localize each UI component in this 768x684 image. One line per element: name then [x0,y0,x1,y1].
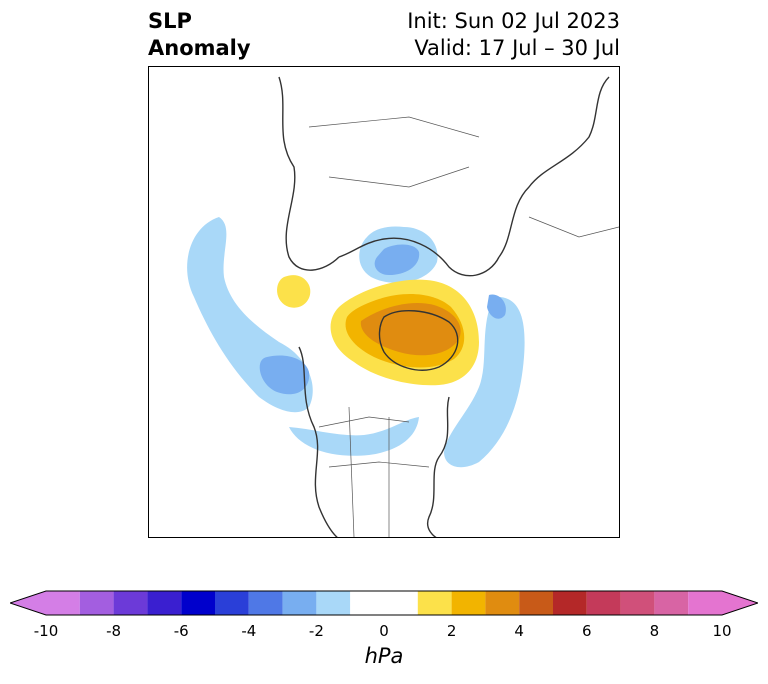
colorbar-tick-label: 0 [379,622,389,640]
map-panel [148,66,620,538]
siberia-low-core [374,244,420,275]
colorbar [10,590,758,616]
title-line-2: Anomaly [148,36,251,60]
hudson-bay-low [289,417,419,456]
colorbar-over-arrow [722,591,758,615]
colorbar-tick-label: -2 [308,622,324,640]
anomaly-map [149,67,619,537]
colorbar-tick-label: 8 [649,622,660,640]
colorbar-segment [316,591,351,615]
title-line-1: SLP [148,9,192,33]
colorbar-segment [46,591,80,615]
coastlines [278,76,610,537]
colorbar-segment [215,591,249,615]
colorbar-under-arrow [10,591,46,615]
east-pacific-low-core [259,355,310,395]
init-date: Init: Sun 02 Jul 2023 [407,9,620,33]
colorbar-tick-label: -4 [241,622,257,640]
colorbar-segment [248,591,283,615]
colorbar-ticks: -10 -8 -6 -4 -2 0 2 4 6 8 10 [0,622,768,642]
colorbar-tick-label: 6 [582,622,592,640]
colorbar-segment [79,591,114,615]
colorbar-segment [350,591,418,615]
valid-range: Valid: 17 Jul – 30 Jul [414,36,620,60]
colorbar-segment [688,591,722,615]
bering-high [277,275,311,308]
colorbar-segment [181,591,215,615]
colorbar-tick-label: -8 [106,622,122,640]
colorbar-tick-label: 4 [514,622,524,640]
colorbar-segment [147,591,182,615]
colorbar-tick-label: -6 [173,622,189,640]
colorbar-segment [417,591,452,615]
colorbar-segment [113,591,148,615]
colorbar-segment [485,591,520,615]
colorbar-tick-label: -10 [33,622,59,640]
colorbar-units: hPa [364,644,404,668]
colorbar-outline [10,590,758,616]
colorbar-segment [451,591,486,615]
colorbar-segment [654,591,689,615]
north-atlantic-low [444,296,525,468]
forecast-dates: Init: Sun 02 Jul 2023 Valid: 17 Jul – 30… [407,8,620,62]
colorbar-segment [620,591,655,615]
colorbar-segments [46,591,722,615]
colorbar-tick-label: 2 [446,622,457,640]
atlantic-low-core [487,294,506,319]
colorbar-segment [519,591,553,615]
colorbar-segment [553,591,587,615]
colorbar-segment [586,591,621,615]
colorbar-tick-label: 10 [712,622,732,640]
map-title: SLP Anomaly [148,8,251,62]
borders [308,116,619,537]
colorbar-segment [282,591,317,615]
